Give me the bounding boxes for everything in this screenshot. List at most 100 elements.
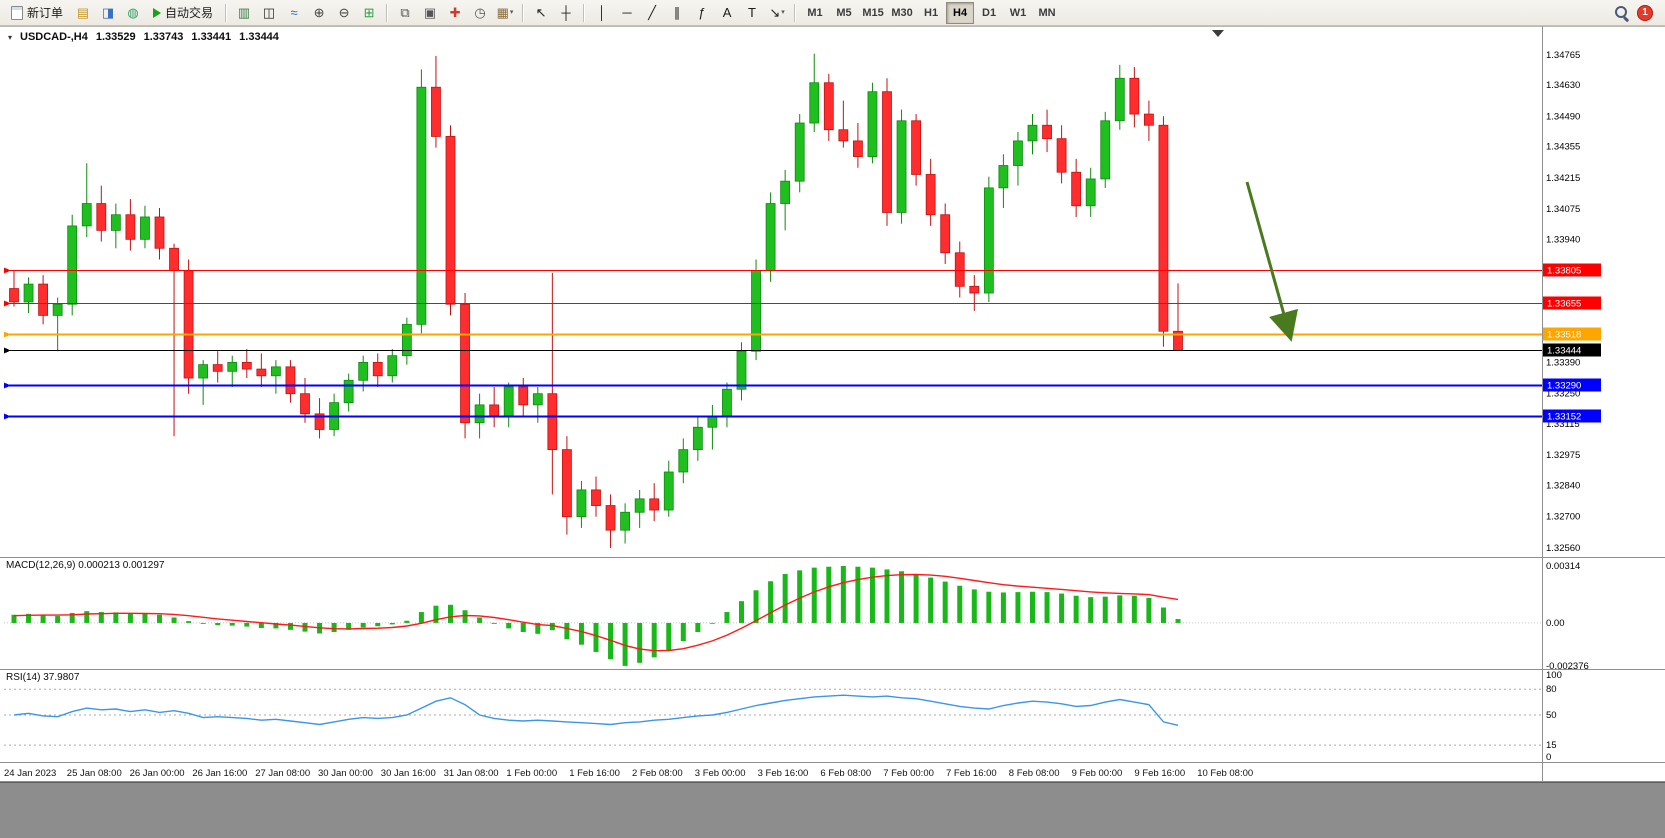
candle (809, 82, 820, 124)
line-left-marker[interactable] (4, 413, 11, 420)
candle (663, 471, 674, 511)
label-icon-glyph: T (748, 5, 756, 20)
timeframe-h1[interactable]: H1 (924, 6, 939, 19)
autotrading-play-icon (153, 7, 162, 18)
candle (445, 136, 456, 305)
candle (620, 511, 630, 531)
candle (358, 361, 369, 381)
svg-text:31 Jan 08:00: 31 Jan 08:00 (444, 768, 499, 779)
candle (9, 288, 19, 303)
timeframe-mn[interactable]: MN (1038, 6, 1056, 19)
chart-menu-icon[interactable]: ▾ (8, 32, 13, 42)
svg-text:25 Jan 08:00: 25 Jan 08:00 (67, 768, 122, 779)
fibonacci-icon[interactable]: ƒ (690, 1, 714, 25)
candle (591, 489, 601, 506)
line-chart-icon[interactable]: ≈ (282, 1, 306, 25)
svg-text:27 Jan 08:00: 27 Jan 08:00 (255, 768, 310, 779)
svg-text:0: 0 (1546, 752, 1551, 763)
candle (227, 361, 238, 372)
trendline-icon-glyph: ╱ (648, 5, 656, 20)
svg-text:1.33152: 1.33152 (1547, 412, 1581, 423)
chart-canvas[interactable]: 1.34765 1.34630 1.34490 1.34355 1.34215 1.340… (0, 26, 1665, 782)
navigator-icon[interactable]: ◍ (121, 1, 145, 25)
svg-text:3 Feb 16:00: 3 Feb 16:00 (758, 768, 809, 779)
zoom-in-icon[interactable]: ⊕ (307, 1, 331, 25)
candle (183, 270, 194, 379)
search-icon[interactable] (1614, 5, 1629, 20)
svg-text:2 Feb 08:00: 2 Feb 08:00 (632, 768, 683, 779)
candle (722, 388, 732, 417)
market-watch-icon[interactable]: ◨ (96, 1, 120, 25)
bottom-band (0, 782, 1665, 838)
period-icon[interactable]: ◷ (468, 1, 492, 25)
timeframe-m15[interactable]: M15 (862, 6, 884, 19)
trendline-icon[interactable]: ╱ (640, 1, 664, 25)
svg-text:30 Jan 16:00: 30 Jan 16:00 (381, 768, 436, 779)
text-icon[interactable]: A (715, 1, 739, 25)
svg-text:1.32975: 1.32975 (1546, 450, 1580, 461)
chart-region: 1.34765 1.34630 1.34490 1.34355 1.34215 1.340… (0, 26, 1665, 782)
chart-window-icon[interactable]: ▤ (71, 1, 95, 25)
svg-text:1.34765: 1.34765 (1546, 50, 1580, 61)
cascade-windows-icon[interactable]: ▣ (418, 1, 442, 25)
timeframe-m5[interactable]: M5 (836, 6, 852, 19)
timeframe-d1[interactable]: D1 (982, 6, 997, 19)
candlestick-chart-icon-glyph: ◫ (262, 5, 276, 20)
timeframe-h4[interactable]: H4 (946, 1, 975, 24)
line-left-marker[interactable] (4, 347, 11, 354)
templates-icon[interactable]: ▦ ▾ (493, 1, 517, 25)
templates-icon-glyph: ▦ (496, 5, 509, 20)
tile-windows-icon[interactable]: ⧉ (393, 1, 417, 25)
horizontal-line-icon[interactable]: ─ (615, 1, 639, 25)
candle (751, 270, 761, 352)
candle (489, 404, 500, 417)
toolbar-separator (386, 3, 389, 22)
line-left-marker[interactable] (4, 267, 11, 274)
channel-icon[interactable]: ∥ (665, 1, 689, 25)
candle (38, 283, 48, 316)
zoom-out-icon[interactable]: ⊖ (332, 1, 356, 25)
svg-text:1.33390: 1.33390 (1546, 357, 1580, 368)
vertical-line-icon[interactable]: │ (590, 1, 614, 25)
svg-text:1.33518: 1.33518 (1547, 330, 1581, 341)
candle (1042, 124, 1052, 140)
new-order-button[interactable]: 新订单 (4, 1, 70, 25)
toolbar-items: 新订单 ▤ ◨ ◍ 自动交易 ▥ ◫ ≈ ⊕ ⊖ ⊞ ⧉ ▣ ✚ ◷ ▦ ▾ ↖ ┼ │ ─ ╱ ∥ ƒ A T ↘ ▾ M1 M5 M15… (4, 1, 1061, 25)
candle (780, 180, 791, 204)
timeframe-m30[interactable]: M30 (891, 6, 913, 19)
vertical-line-icon-glyph: │ (597, 5, 607, 20)
autotrading-button[interactable]: 自动交易 (146, 1, 220, 25)
notification-badge[interactable]: 1 (1637, 4, 1653, 21)
annotation-arrow[interactable] (1245, 181, 1298, 342)
crosshair-icon[interactable]: ┼ (554, 1, 578, 25)
candle (678, 449, 689, 473)
svg-text:15: 15 (1546, 740, 1557, 751)
label-icon[interactable]: T (740, 1, 764, 25)
candle (707, 415, 718, 428)
tile-windows-icon-glyph: ⧉ (400, 5, 410, 20)
line-left-marker[interactable] (4, 300, 11, 307)
candle (562, 449, 572, 518)
chart-shift-marker[interactable] (1212, 30, 1224, 37)
add-indicator-icon[interactable]: ✚ (443, 1, 467, 25)
line-left-marker[interactable] (4, 331, 11, 338)
svg-text:1.34630: 1.34630 (1546, 80, 1580, 91)
candle (634, 498, 645, 513)
line-left-marker[interactable] (4, 382, 11, 389)
timeframe-m1[interactable]: M1 (807, 6, 823, 19)
chart-window-icon-glyph: ▤ (76, 5, 90, 20)
price-axis: 1.34765 1.34630 1.34490 1.34355 1.34215 1.340… (1546, 50, 1580, 554)
candle (241, 361, 252, 370)
grid-icon[interactable]: ⊞ (357, 1, 381, 25)
arrows-tool-icon[interactable]: ↘ ▾ (765, 1, 789, 25)
bar-chart-icon[interactable]: ▥ (232, 1, 256, 25)
candlestick-chart-icon[interactable]: ◫ (257, 1, 281, 25)
candle (96, 203, 107, 231)
timeframe-w1[interactable]: W1 (1009, 6, 1027, 19)
cursor-icon[interactable]: ↖ (529, 1, 553, 25)
chevron-down-icon: ▾ (781, 9, 785, 16)
price-tag: 1.33152 (1543, 409, 1601, 423)
svg-text:30 Jan 00:00: 30 Jan 00:00 (318, 768, 373, 779)
candle (212, 364, 223, 372)
